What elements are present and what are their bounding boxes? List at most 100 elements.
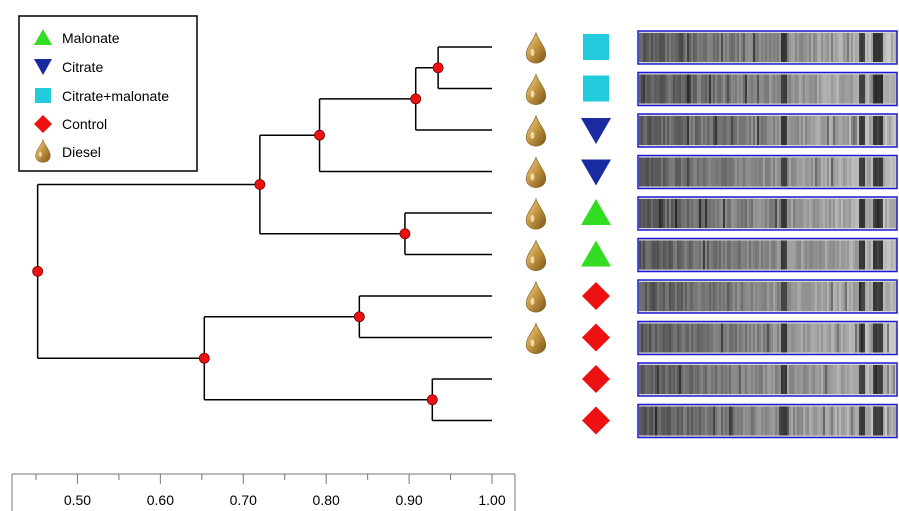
gel-band: [707, 199, 709, 228]
gel-band: [659, 74, 661, 104]
gel-band: [795, 406, 797, 436]
gel-band: [773, 365, 775, 394]
gel-band: [845, 240, 847, 270]
gel-band: [651, 157, 653, 187]
gel-band: [645, 157, 647, 187]
gel-band: [717, 33, 719, 62]
gel-band: [833, 116, 835, 145]
gel-band: [853, 282, 855, 311]
gel-band: [799, 33, 801, 62]
gel-band: [737, 406, 739, 436]
gel-band: [761, 323, 763, 353]
gel-band: [729, 74, 731, 104]
gel-band: [761, 33, 763, 62]
gel-band: [731, 157, 733, 187]
gel-band: [645, 240, 647, 270]
gel-band: [819, 74, 821, 104]
gel-band: [701, 157, 703, 187]
gel-band: [865, 33, 867, 62]
tree-node: [198, 352, 210, 364]
gel-band: [883, 282, 885, 311]
gel-band: [731, 116, 733, 145]
gel-band: [657, 74, 659, 104]
gel-band: [709, 240, 711, 270]
gel-band: [813, 240, 815, 270]
gel-band: [871, 33, 873, 62]
gel-band: [763, 199, 765, 228]
gel-band: [883, 33, 885, 62]
gel-band: [825, 74, 827, 104]
gel-band: [743, 74, 745, 104]
gel-band: [761, 365, 763, 394]
gel-band: [767, 116, 769, 145]
gel-band: [855, 74, 857, 104]
gel-band: [759, 33, 761, 62]
gel-band: [793, 365, 795, 394]
gel-band: [647, 116, 649, 145]
gel-band: [707, 323, 709, 353]
gel-band: [715, 406, 717, 436]
gel-band: [785, 33, 787, 62]
gel-band: [735, 323, 737, 353]
gel-band: [715, 323, 717, 353]
gel-band: [739, 240, 741, 270]
legend-label: Control: [62, 116, 107, 132]
gel-band: [771, 116, 773, 145]
gel-band: [697, 240, 699, 270]
gel-band: [689, 365, 691, 394]
gel-band: [737, 199, 739, 228]
gel-band: [709, 323, 711, 353]
gel-band: [863, 323, 865, 353]
gel-band: [849, 323, 851, 353]
gel-band: [673, 157, 675, 187]
gel-band: [729, 406, 731, 436]
gel-band: [733, 282, 735, 311]
triangle-down-marker: [581, 159, 611, 186]
gel-band: [751, 74, 753, 104]
gel-band: [815, 365, 817, 394]
gel-band: [687, 199, 689, 228]
gel-band: [749, 282, 751, 311]
gel-band: [781, 74, 783, 104]
gel-band: [699, 116, 701, 145]
gel-band: [871, 323, 873, 353]
gel-band: [857, 116, 859, 145]
gel-band: [743, 282, 745, 311]
gel-band: [831, 157, 833, 187]
gel-band: [865, 157, 867, 187]
gel-band: [705, 74, 707, 104]
gel-band: [815, 323, 817, 353]
gel-band: [861, 240, 863, 270]
gel-band: [807, 323, 809, 353]
gel-band: [655, 33, 657, 62]
scale-tick-label: 0.80: [313, 492, 340, 508]
gel-band: [805, 240, 807, 270]
gel-band: [745, 74, 747, 104]
gel-band: [743, 199, 745, 228]
gel-band: [693, 33, 695, 62]
gel-band: [765, 240, 767, 270]
gel-band: [879, 157, 881, 187]
gel-band: [667, 33, 669, 62]
gel-band: [843, 240, 845, 270]
gel-band: [737, 74, 739, 104]
gel-band: [793, 199, 795, 228]
gel-band: [645, 74, 647, 104]
gel-band: [837, 74, 839, 104]
gel-band: [679, 157, 681, 187]
gel-band: [749, 323, 751, 353]
gel-band: [709, 282, 711, 311]
legend-label: Citrate: [62, 59, 103, 75]
gel-band: [845, 406, 847, 436]
gel-band: [657, 116, 659, 145]
gel-band: [803, 323, 805, 353]
gel-band: [779, 365, 781, 394]
gel-band: [845, 74, 847, 104]
gel-band: [845, 33, 847, 62]
gel-band: [655, 74, 657, 104]
gel-band: [801, 33, 803, 62]
gel-band: [777, 157, 779, 187]
gel-band: [893, 406, 895, 436]
gel-band: [863, 157, 865, 187]
gel-band: [679, 116, 681, 145]
